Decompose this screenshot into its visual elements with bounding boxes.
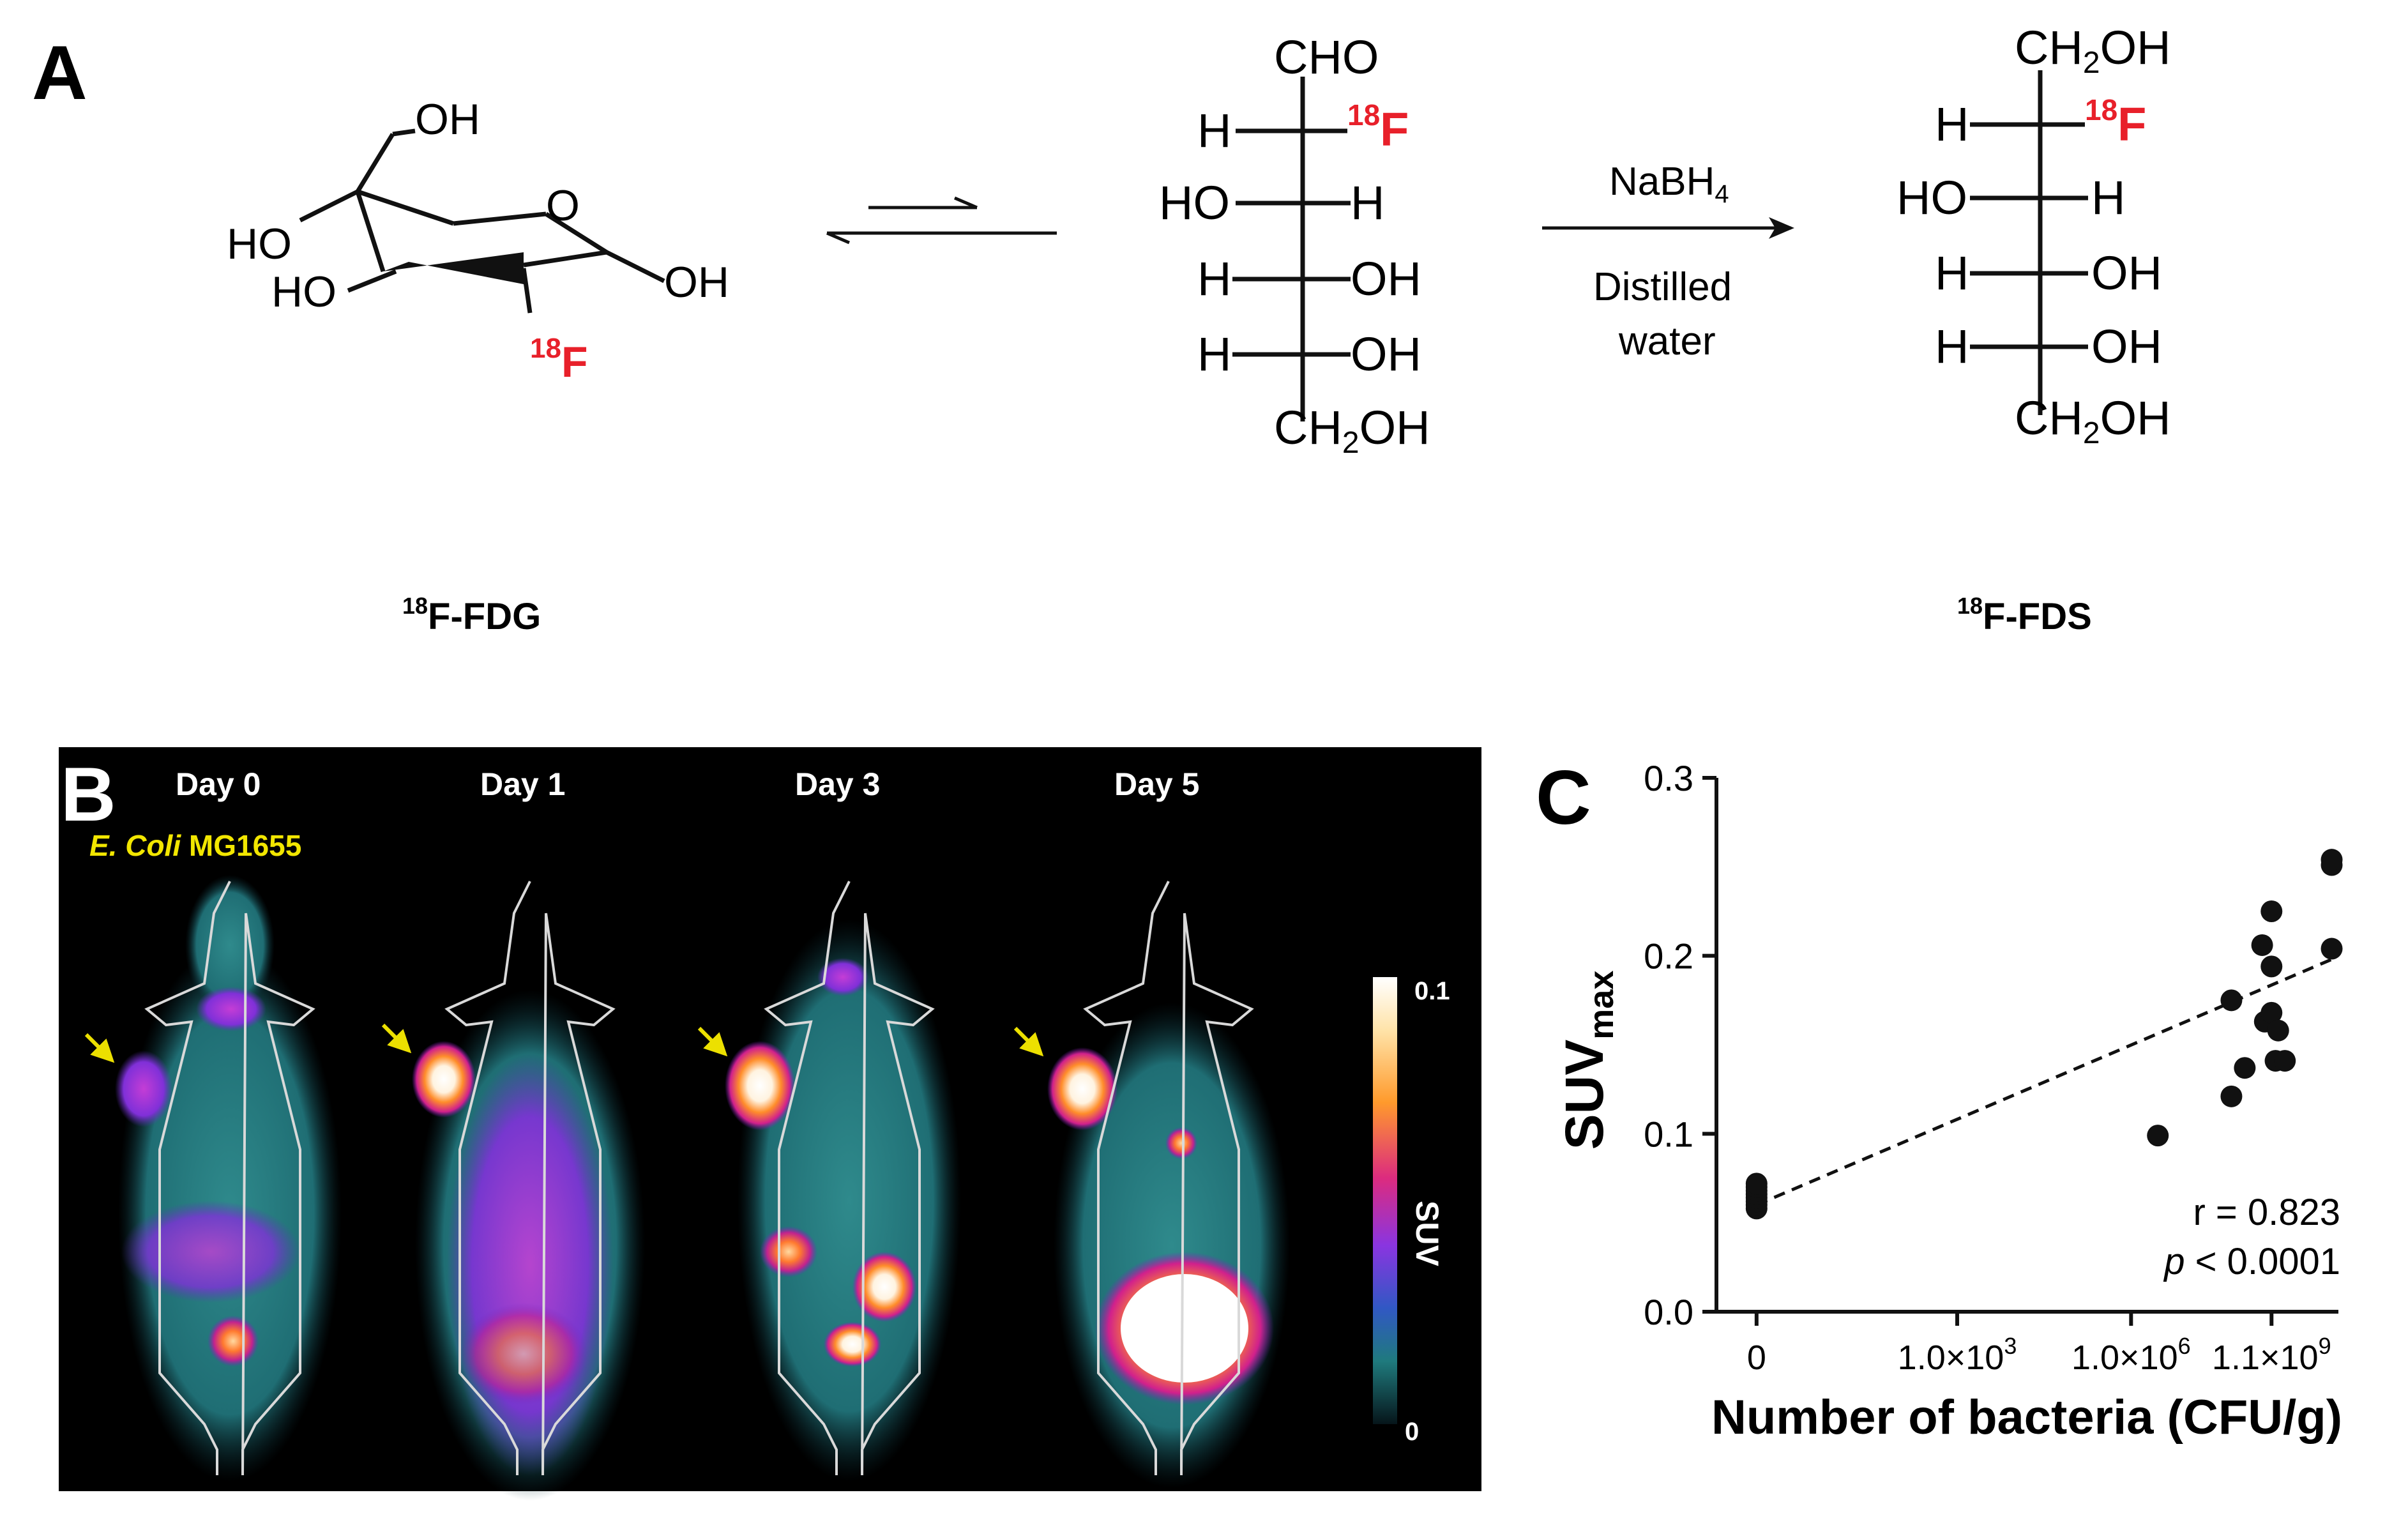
data-point [2220,1085,2243,1107]
reaction-arrowhead [1769,217,1794,239]
regression-line [1755,957,2333,1207]
panel-a-label: A [32,30,87,116]
fds-f: F [2117,98,2146,151]
fds-r3-right: OH [2091,247,2162,300]
condition-line1: Distilled [1593,265,1732,309]
fdg-f: F [561,338,588,386]
mouse-day-1 [381,881,645,1501]
reagent: NaBH4 [1609,160,1729,208]
fdg-ho-mid: HO [271,268,337,316]
fds-r4-right: OH [2091,320,2162,373]
fds-bottom: CH2OH [2015,391,2171,450]
fdg-18f-label: 18F [530,333,588,386]
fds-18-sup: 18 [2085,93,2117,126]
y-ticks: 0.0 0.1 0.2 0.3 [1644,758,1716,1332]
panel-c-label: C [1536,755,1591,840]
colorbar-min: 0 [1405,1418,1419,1446]
data-point [2260,900,2283,922]
day-label-5: Day 5 [1114,766,1199,802]
oc-bottom: CH2OH [1274,401,1430,460]
chart-axes [1715,778,2338,1314]
pet-panel [59,747,1481,1501]
data-point [2260,1001,2283,1024]
x-tick-label: 0 [1747,1339,1766,1377]
data-point [2260,955,2283,978]
fdg-structure [299,128,665,314]
oc-r2-left: HO [1159,176,1230,229]
data-point [2267,1019,2289,1042]
y-tick-label: 0.1 [1644,1114,1693,1154]
fds-top: CH2OH [2015,21,2171,80]
strain-label: E. Coli MG1655 [89,829,301,862]
mouse-day-3 [697,881,961,1482]
y-tick-label: 0.2 [1644,936,1693,976]
data-point [2321,849,2343,871]
fdg-name: 18F-FDG [402,593,541,637]
fds-r2-right: H [2091,171,2125,224]
y-tick-label: 0.3 [1644,758,1693,798]
fdg-oh-right: OH [664,258,729,307]
fds-r4-left: H [1935,320,1969,373]
y-tick-label: 0.0 [1644,1292,1693,1332]
oc-r2-right: H [1351,176,1384,229]
data-point [2251,934,2273,956]
fds-r3-left: H [1935,247,1969,300]
mouse-day-5 [1013,881,1290,1488]
oc-r4-right: OH [1351,328,1421,381]
y-axis-label: SUVmax [1554,971,1621,1150]
p-annotation: p < 0.0001 [2163,1241,2340,1282]
oc-r3-right: OH [1351,252,1421,305]
fdg-ho-left: HO [227,220,292,268]
data-point [2321,937,2343,960]
oc-r4-left: H [1197,328,1231,381]
data-point [2220,989,2243,1012]
data-point [2274,1050,2296,1072]
fds-name-sup: 18 [1957,593,1983,619]
fdg-name-rest: F-FDG [428,596,541,637]
scatter-chart: 0.0 0.1 0.2 0.3 0 1.0×103 1.0×106 1.1×109 SUVm… [1554,758,2343,1445]
oc-r1-right: 18F [1347,98,1409,156]
colorbar-label: SUV [1409,1201,1445,1266]
fds-structure [1970,70,2088,415]
day-label-3: Day 3 [795,766,880,802]
x-tick-label: 1.0×103 [1898,1333,2017,1377]
oc-r1-left: H [1197,104,1231,157]
data-points [1745,849,2343,1220]
fds-r1-right: 18F [2085,93,2146,151]
strain-rest: MG1655 [181,829,301,862]
x-ticks: 0 1.0×103 1.0×106 1.1×109 [1747,1312,2331,1377]
r-annotation: r = 0.823 [2193,1192,2340,1233]
condition-line2: water [1618,319,1716,363]
fdg-oh-top: OH [415,95,480,144]
oc-r3-left: H [1197,252,1231,305]
oc-top: CHO [1274,31,1379,84]
data-point [2234,1057,2256,1079]
colorbar-max: 0.1 [1414,977,1450,1005]
suv-colorbar [1373,977,1397,1424]
x-axis-label: Number of bacteria (CFU/g) [1711,1390,2342,1445]
fdg-ring-o: O [546,181,580,230]
fds-r2-left: HO [1897,171,1967,224]
data-point [2147,1125,2169,1147]
oc-f: F [1380,103,1409,156]
x-tick-label: 1.0×106 [2071,1333,2191,1377]
fds-r1-left: H [1935,98,1969,151]
fdg-18-sup: 18 [530,333,561,364]
strain-italic: E. Coli [89,829,181,862]
fds-name-rest: F-FDS [1983,596,2092,637]
panel-b-label: B [61,752,116,837]
data-point [1745,1173,1768,1195]
day-label-1: Day 1 [480,766,565,802]
equilibrium-arrow [826,196,1057,245]
day-label-0: Day 0 [176,766,261,802]
fdg-name-sup: 18 [402,593,428,619]
oc-18-sup: 18 [1347,98,1380,132]
fds-name: 18F-FDS [1957,593,2092,637]
open-chain-structure [1232,77,1351,421]
x-tick-label: 1.1×109 [2212,1333,2331,1377]
mouse-day-0 [84,875,342,1482]
